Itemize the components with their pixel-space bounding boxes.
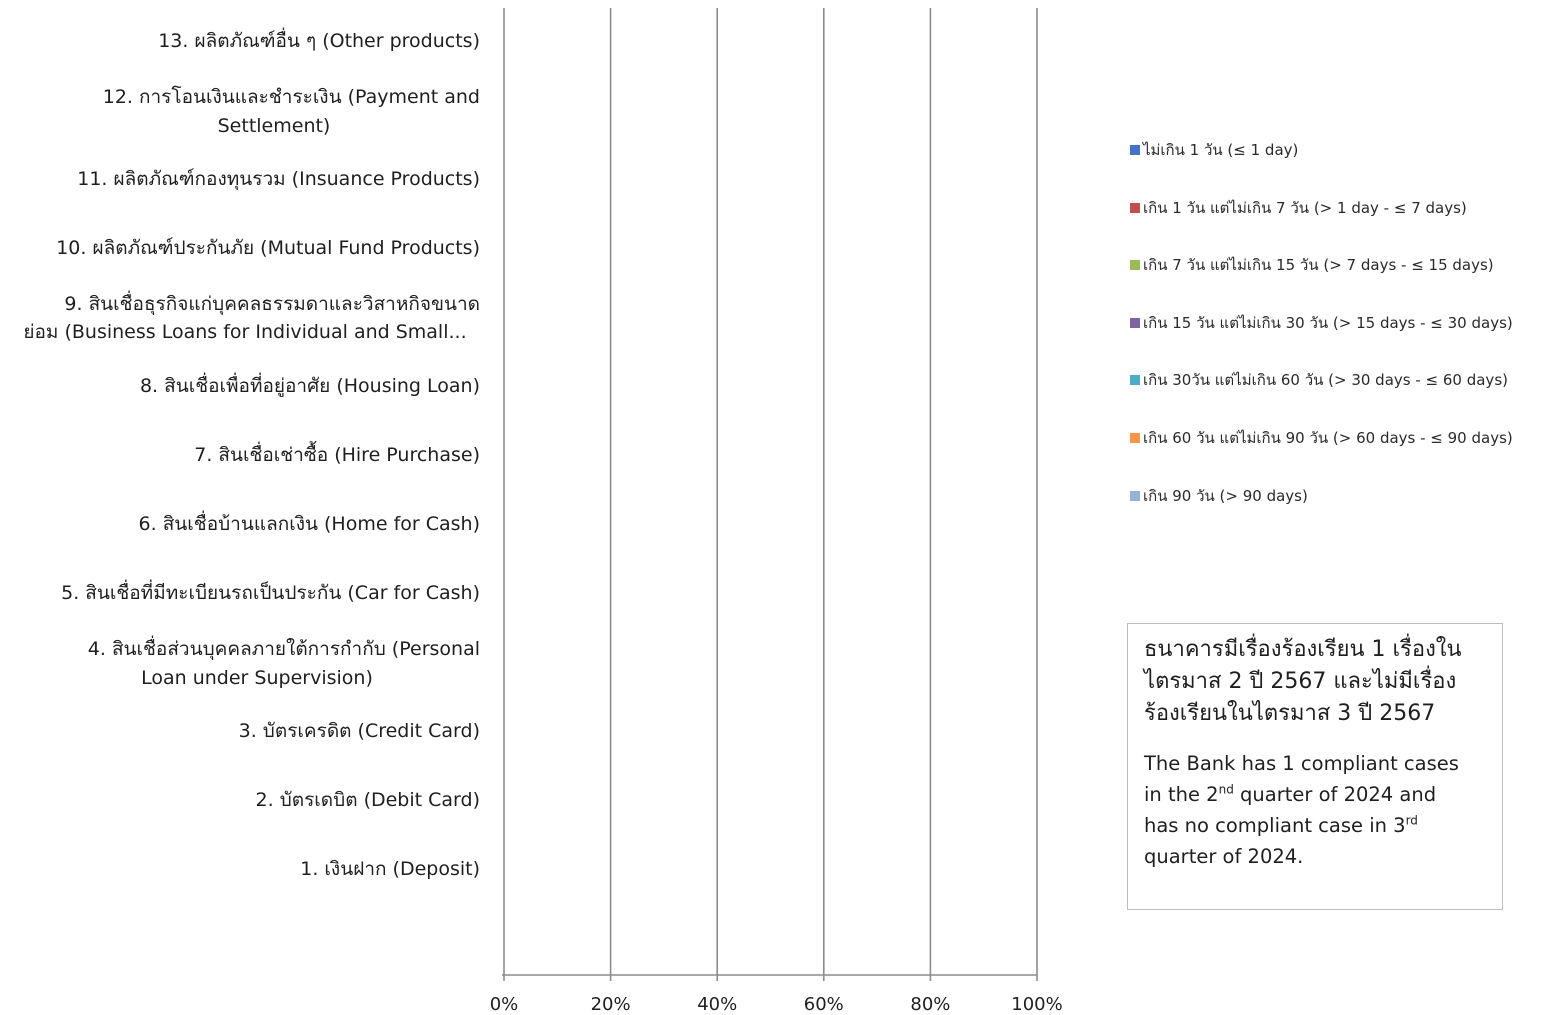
legend-label: เกิน 60 วัน แต่ไม่เกิน 90 วัน (> 60 days…	[1143, 429, 1513, 447]
category-label: 11. ผลิตภัณฑ์กองทุนรวม (Insuance Product…	[77, 168, 480, 191]
x-tick-label: 80%	[910, 994, 950, 1015]
legend-label: เกิน 15 วัน แต่ไม่เกิน 30 วัน (> 15 days…	[1143, 314, 1513, 332]
legend-swatch	[1130, 375, 1140, 385]
note-en-line-1: The Bank has 1 compliant cases	[1144, 752, 1459, 775]
note-thai-line-1: ธนาคารมีเรื่องร้องเรียน 1 เรื่องใน	[1144, 637, 1462, 662]
x-tick-label: 20%	[591, 994, 631, 1015]
category-label: 13. ผลิตภัณฑ์อื่น ๆ (Other products)	[158, 27, 480, 52]
legend-item: เกิน 60 วัน แต่ไม่เกิน 90 วัน (> 60 days…	[1130, 426, 1513, 450]
note-box: ธนาคารมีเรื่องร้องเรียน 1 เรื่องใน ไตรมา…	[1127, 623, 1503, 910]
note-en-line-3a: has no compliant case in 3	[1144, 814, 1406, 837]
legend-item: เกิน 1 วัน แต่ไม่เกิน 7 วัน (> 1 day - ≤…	[1130, 196, 1467, 220]
category-label-line: 12. การโอนเงินและชำระเงิน (Payment and	[103, 85, 480, 108]
category-label: 12. การโอนเงินและชำระเงิน (Payment and Se…	[103, 85, 480, 137]
legend-swatch	[1130, 145, 1140, 155]
note-english: The Bank has 1 compliant cases in the 2n…	[1144, 748, 1486, 872]
note-en-line-2b: quarter of 2024 and	[1233, 783, 1437, 806]
category-label-line: ย่อม (Business Loans for Individual and …	[23, 321, 466, 343]
legend-item: ไม่เกิน 1 วัน (≤ 1 day)	[1130, 138, 1298, 162]
category-labels: 13. ผลิตภัณฑ์อื่น ๆ (Other products) 12. …	[23, 27, 480, 880]
note-thai: ธนาคารมีเรื่องร้องเรียน 1 เรื่องใน ไตรมา…	[1144, 634, 1486, 730]
legend-swatch	[1130, 318, 1140, 328]
note-en-line-4: quarter of 2024.	[1144, 845, 1304, 868]
gridlines	[502, 8, 1038, 981]
category-label: 5. สินเชื่อที่มีทะเบียนรถเป็นประกัน (Car…	[61, 579, 480, 604]
category-label: 1. เงินฝาก (Deposit)	[300, 858, 480, 880]
legend-item: เกิน 90 วัน (> 90 days)	[1130, 484, 1308, 508]
legend-label: ไม่เกิน 1 วัน (≤ 1 day)	[1143, 141, 1299, 159]
legend-swatch	[1130, 433, 1140, 443]
category-label: 6. สินเชื่อบ้านแลกเงิน (Home for Cash)	[139, 510, 480, 535]
category-label: 8. สินเชื่อเพื่อที่อยู่อาศัย (Housing Lo…	[140, 372, 480, 397]
legend-swatch	[1130, 491, 1140, 501]
note-en-sup-nd: nd	[1218, 782, 1234, 797]
category-label: 4. สินเชื่อส่วนบุคคลภายใต้การกำกับ (Pers…	[88, 635, 480, 689]
note-en-sup-rd: rd	[1405, 813, 1418, 828]
x-tick-label: 40%	[697, 994, 737, 1015]
note-thai-line-2: ไตรมาส 2 ปี 2567 และไม่มีเรื่อง	[1144, 669, 1457, 694]
legend-item: เกิน 30วัน แต่ไม่เกิน 60 วัน (> 30 days …	[1130, 368, 1508, 392]
category-label-line: 9. สินเชื่อธุรกิจแก่บุคคลธรรมดาและวิสาหก…	[64, 290, 480, 316]
legend-label: เกิน 7 วัน แต่ไม่เกิน 15 วัน (> 7 days -…	[1143, 256, 1494, 274]
x-tick-label: 60%	[804, 994, 844, 1015]
category-label: 9. สินเชื่อธุรกิจแก่บุคคลธรรมดาและวิสาหก…	[23, 290, 480, 343]
legend-item: เกิน 15 วัน แต่ไม่เกิน 30 วัน (> 15 days…	[1130, 311, 1513, 335]
category-label: 2. บัตรเดบิต (Debit Card)	[256, 789, 480, 811]
x-tick-labels: 0% 20% 40% 60% 80% 100%	[490, 994, 1063, 1015]
category-label: 7. สินเชื่อเช่าซื้อ (Hire Purchase)	[194, 441, 480, 466]
legend-label: เกิน 90 วัน (> 90 days)	[1143, 487, 1308, 505]
category-label-line: 4. สินเชื่อส่วนบุคคลภายใต้การกำกับ (Pers…	[88, 635, 480, 661]
legend-label: เกิน 1 วัน แต่ไม่เกิน 7 วัน (> 1 day - ≤…	[1143, 199, 1467, 217]
legend-label: เกิน 30วัน แต่ไม่เกิน 60 วัน (> 30 days …	[1143, 371, 1508, 389]
category-label: 10. ผลิตภัณฑ์ประกันภัย (Mutual Fund Prod…	[56, 237, 480, 259]
category-label-line: Settlement)	[218, 115, 331, 137]
legend-swatch	[1130, 203, 1140, 213]
legend-swatch	[1130, 260, 1140, 270]
x-tick-label: 0%	[490, 994, 519, 1015]
category-label-line: Loan under Supervision)	[141, 667, 373, 689]
category-label: 3. บัตรเครดิต (Credit Card)	[239, 720, 480, 742]
legend-item: เกิน 7 วัน แต่ไม่เกิน 15 วัน (> 7 days -…	[1130, 253, 1494, 277]
x-tick-label: 100%	[1011, 994, 1062, 1015]
note-en-line-2a: in the 2	[1144, 783, 1219, 806]
note-thai-line-3: ร้องเรียนในไตรมาส 3 ปี 2567	[1144, 701, 1436, 726]
